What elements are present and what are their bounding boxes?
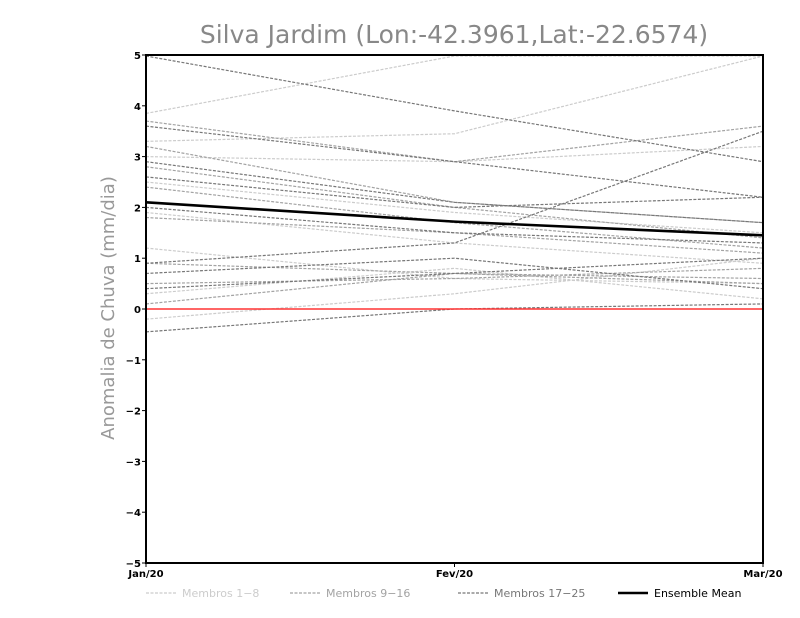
chart-title: Silva Jardim (Lon:-42.3961,Lat:-22.6574)	[200, 20, 708, 49]
y-tick-label: 4	[134, 102, 141, 113]
y-tick-label: −4	[126, 508, 141, 519]
member-line-9	[145, 120, 764, 163]
y-tick-label: −3	[126, 457, 141, 468]
x-tick-label: Mar/20	[743, 569, 782, 580]
member-line-21	[145, 130, 764, 264]
member-line-23	[145, 257, 764, 290]
legend-label-2: Membros 9−16	[326, 587, 410, 600]
member-line-11	[145, 166, 764, 239]
y-tick-label: 3	[134, 153, 141, 164]
y-tick-label: 5	[134, 51, 141, 62]
y-axis-label: Anomalia de Chuva (mm/dia)	[98, 176, 119, 440]
y-tick-label: 0	[134, 305, 141, 316]
legend: Membros 1−8 Membros 9−16 Membros 17−25 Ense…	[146, 587, 741, 600]
member-line-16	[145, 272, 764, 305]
y-tick-label: −5	[126, 559, 141, 570]
member-line-2	[145, 55, 764, 142]
member-line-10	[145, 145, 764, 224]
series-layer	[145, 55, 764, 333]
member-line-25	[145, 161, 764, 224]
member-line-13	[145, 216, 764, 254]
member-line-12	[145, 186, 764, 249]
member-line-1	[145, 55, 763, 115]
y-tick-label: −1	[126, 356, 141, 367]
member-line-20	[145, 206, 764, 244]
y-axis: 5 4 3 2 1 0 −1 −2 −3 −4 −5	[126, 51, 146, 570]
x-axis: Jan/20 Fev/20 Mar/20	[127, 563, 783, 580]
x-tick-label: Fev/20	[436, 569, 473, 580]
member-line-19	[145, 176, 764, 209]
x-tick-label: Jan/20	[127, 569, 163, 580]
ensemble-mean-layer	[145, 201, 764, 237]
member-line-18	[145, 125, 764, 198]
member-line-15	[145, 267, 764, 285]
legend-label-1: Membros 1−8	[182, 587, 259, 600]
legend-label-3: Membros 17−25	[494, 587, 585, 600]
member-line-24	[145, 303, 764, 333]
y-tick-label: −2	[126, 407, 141, 418]
legend-label-4: Ensemble Mean	[654, 587, 741, 600]
ensemble-mean-line	[145, 201, 764, 237]
member-line-22	[145, 257, 764, 290]
member-line-7	[145, 257, 764, 320]
y-tick-label: 2	[134, 203, 141, 214]
member-line-3	[145, 145, 764, 163]
member-line-17	[145, 55, 764, 163]
y-tick-label: 1	[134, 254, 141, 265]
member-line-6	[145, 247, 764, 285]
member-line-5	[145, 211, 764, 264]
